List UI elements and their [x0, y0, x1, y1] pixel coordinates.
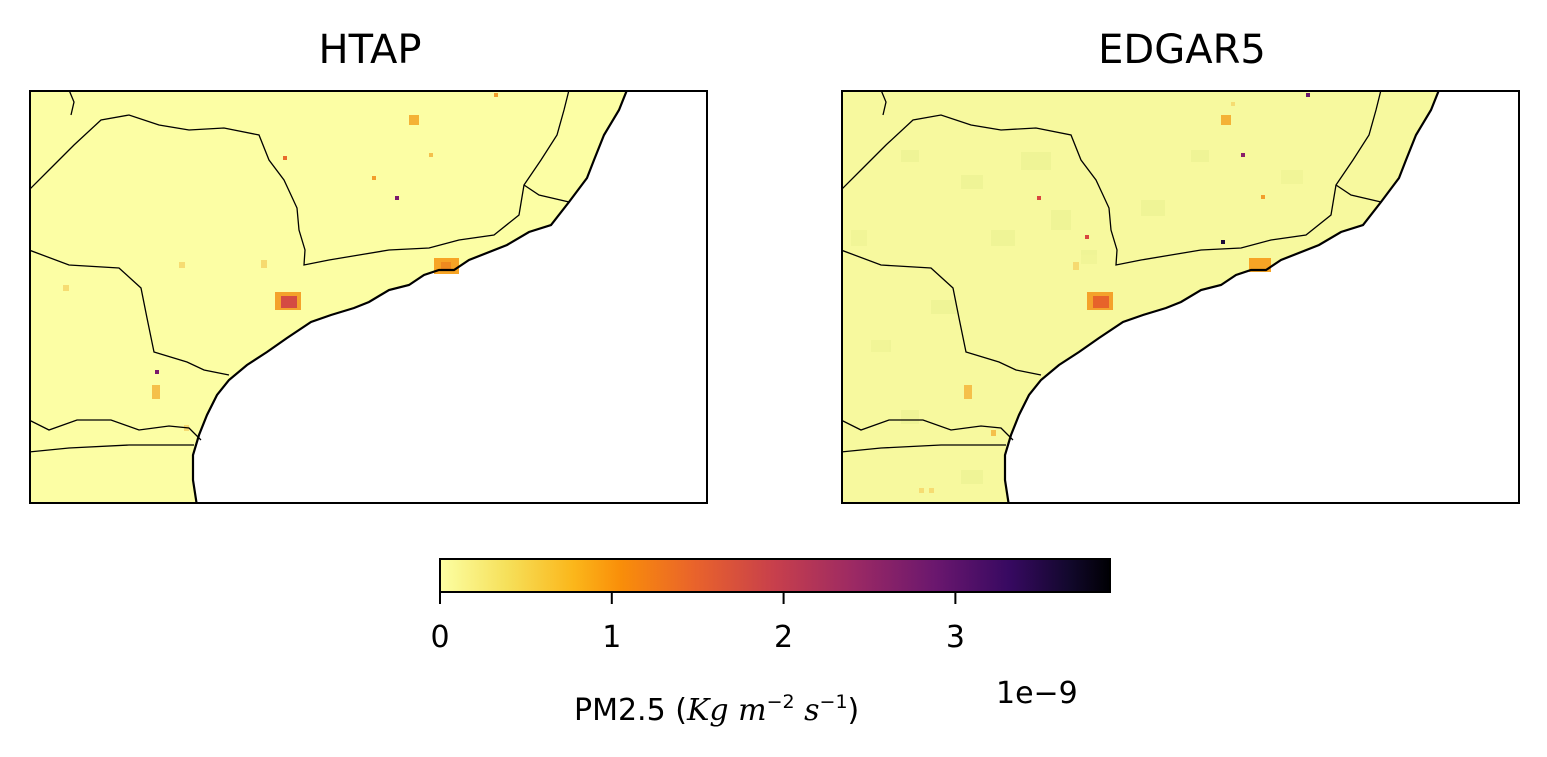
colorbar-tick-label: 0: [430, 620, 450, 655]
emission-hotspots: [919, 93, 1310, 493]
colorbar-gradient: [439, 558, 1111, 593]
colorbar-tick-marks: [439, 592, 957, 604]
land-area: [30, 91, 627, 503]
coastline: [191, 91, 628, 503]
colorbar-tick-label: 1: [602, 620, 622, 655]
colorbar-tick-label: 2: [774, 620, 794, 655]
emission-texture: [851, 150, 1303, 484]
panel-title-edgar5: EDGAR5: [1098, 27, 1266, 73]
map-edgar5: [841, 90, 1520, 504]
colorbar-tick-label: 3: [945, 620, 965, 655]
colorbar: [439, 558, 1111, 604]
map-htap: [29, 90, 708, 504]
panel-title-htap: HTAP: [318, 27, 422, 73]
state-boundaries: [30, 91, 570, 453]
colorbar-label: PM2.5 (Kg m−2 s−1): [574, 691, 860, 728]
land-area: [842, 91, 1439, 503]
colorbar-exponent: 1e−9: [996, 676, 1078, 711]
